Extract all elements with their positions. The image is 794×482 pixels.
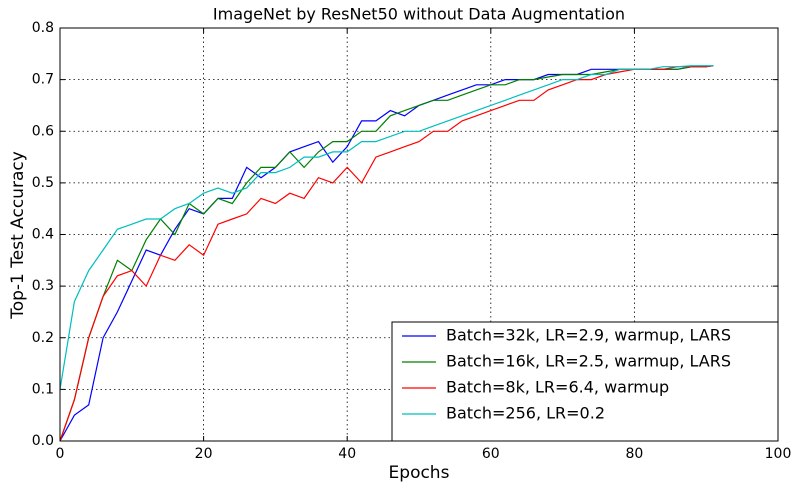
y-tick-label: 0.3: [32, 278, 54, 294]
y-tick-label: 0.6: [32, 123, 54, 139]
x-tick-label: 20: [195, 446, 213, 462]
series-line: [59, 65, 714, 442]
legend-label: Batch=16k, LR=2.5, warmup, LARS: [446, 352, 731, 371]
chart-title: ImageNet by ResNet50 without Data Augmen…: [213, 5, 625, 24]
legend-label: Batch=32k, LR=2.9, warmup, LARS: [446, 326, 731, 345]
legend-label: Batch=8k, LR=6.4, warmup: [446, 378, 669, 397]
x-axis-label: Epochs: [389, 463, 450, 482]
x-tick-label: 100: [765, 446, 792, 462]
series-line: [59, 65, 714, 442]
y-tick-label: 0.5: [32, 175, 54, 191]
y-tick-label: 0.8: [32, 20, 54, 36]
x-tick-label: 60: [482, 446, 500, 462]
x-tick-label: 80: [625, 446, 643, 462]
series-line: [59, 65, 714, 442]
y-axis-label: Top-1 Test Accuracy: [8, 151, 28, 320]
x-tick-label: 0: [56, 446, 65, 462]
legend-label: Batch=256, LR=0.2: [446, 404, 605, 423]
legend-box: [391, 321, 779, 442]
y-tick-label: 0.2: [32, 330, 54, 346]
y-tick-label: 0.4: [32, 227, 54, 243]
y-tick-label: 0.1: [32, 381, 54, 397]
x-tick-label: 40: [338, 446, 356, 462]
y-tick-label: 0.0: [32, 433, 54, 449]
series-line: [59, 65, 714, 390]
y-tick-label: 0.7: [32, 72, 54, 88]
